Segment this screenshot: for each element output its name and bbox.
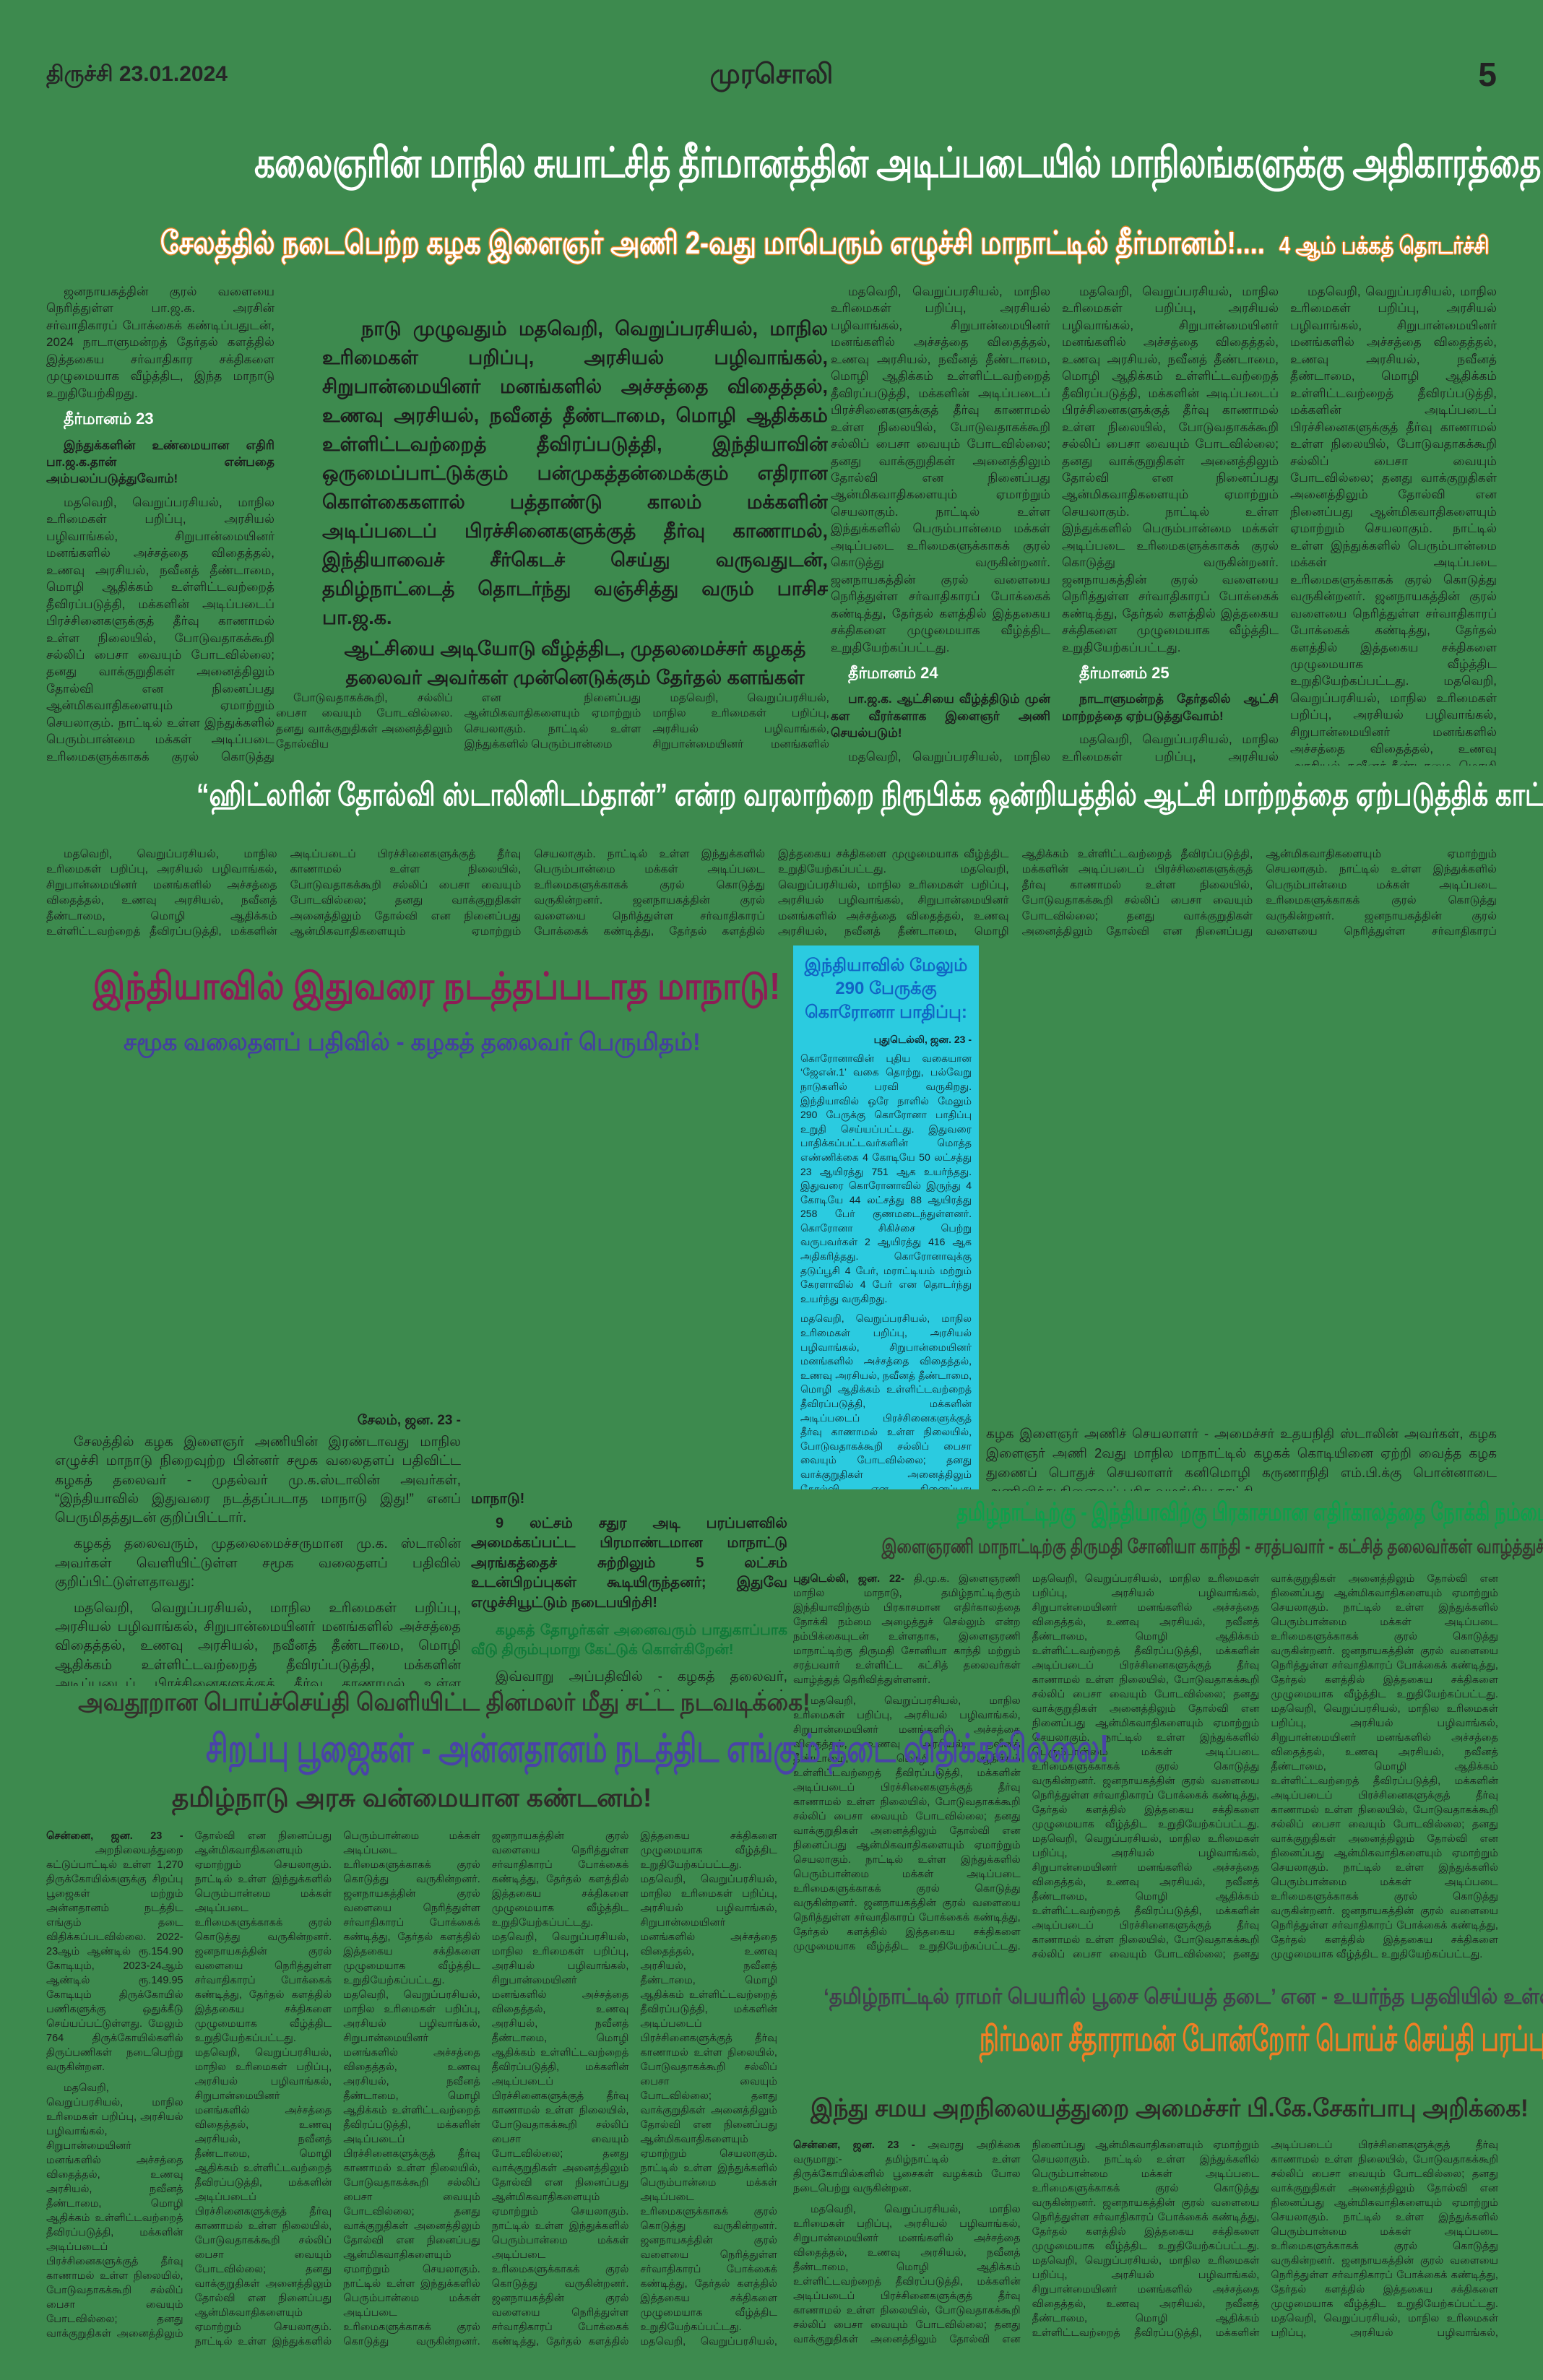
manifesto-paragraph-2: ஆட்சியை அடியோடு வீழ்த்திட, முதலமைச்சர் க… <box>344 638 806 688</box>
resolution-23-lead: இந்துக்களின் உண்மையான எதிரி பா.ஜ.க.தான் … <box>46 438 275 486</box>
sonia-article-columns: புதுடெல்லி, ஜன. 22- தி.மு.க. இளைஞரணி மாந… <box>793 1572 1498 1976</box>
dinamalar-headline-text: சிறப்பு பூஜைகள் - அன்னதானம் நடத்திட எங்க… <box>206 1727 1110 1770</box>
lead-headline: கலைஞரின் மாநில சுயாட்சித் தீர்மானத்தின் … <box>14 139 1543 193</box>
edition-date: திருச்சி 23.01.2024 <box>46 62 228 86</box>
sonia-headline: தமிழ்நாட்டிற்கு - இந்தியாவிற்கு பிரகாசமா… <box>792 1498 1543 1530</box>
sonia-subhead-text: இளைஞரணி மாநாட்டிற்கு திருமதி சோனியா காந்… <box>881 1536 1543 1557</box>
sekarbabu-subhead: இந்து சமய அறநிலையத்துறை அமைச்சர் பி.கே.ச… <box>792 2095 1529 2126</box>
corona-headline: இந்தியாவில் மேலும் 290 பேருக்கு கொரோனா ப… <box>804 956 968 1022</box>
paragraph: மதவெறி, வெறுப்பரசியல், மாநில உரிமைகள் பற… <box>46 495 275 763</box>
paragraph: மதவெறி, வெறுப்பரசியல், மாநில உரிமைகள் பற… <box>831 285 1050 654</box>
sekarbabu-headline: நிர்மலா சீதாராமன் போன்றோர் பொய்ச் செய்தி… <box>785 2020 1543 2064</box>
masthead: முரசொலி <box>709 59 834 90</box>
continuation-word: மாநாடு! <box>471 1491 525 1507</box>
salem-green-appeal: கழகத் தோழர்கள் அனைவரும் பாதுகாப்பாக வீடு… <box>471 1622 787 1658</box>
salem-article: சேலம், ஜன. 23 - சேலத்தில் கழக இளைஞர் அணி… <box>55 1411 461 1686</box>
salem-article-continuation: மாநாடு! 9 லட்சம் சதுர அடி பரப்பளவில் அமை… <box>471 1489 787 1692</box>
salem-subhead-text: சமூக வலைதளப் பதிவில் - கழகத் தலைவர் பெரு… <box>123 1029 701 1056</box>
photo-area-left <box>46 1076 777 1401</box>
photo-area-right <box>986 1011 1497 1416</box>
paragraph: மதவெறி, வெறுப்பரசியல், மாநில உரிமைகள் பற… <box>1062 285 1279 654</box>
top-column-4: மதவெறி, வெறுப்பரசியல், மாநில உரிமைகள் பற… <box>831 283 1050 766</box>
top-column-1: ஜனநாயகத்தின் குரல் வளையை நெரித்துள்ள பா.… <box>46 283 275 766</box>
sekarbabu-article-columns: சென்னை, ஜன. 23 - அவரது அறிக்கை வருமாறு:-… <box>793 2138 1498 2352</box>
dinamalar-subhead: தமிழ்நாடு அரசு வன்மையான கண்டனம்! <box>46 1783 777 1817</box>
photo-caption: கழக இளைஞர் அணிச் செயலாளர் - அமைச்சர் உதய… <box>986 1426 1497 1491</box>
dinamalar-subhead-text: தமிழ்நாடு அரசு வன்மையான கண்டனம்! <box>171 1783 652 1812</box>
sekarbabu-subhead-text: இந்து சமய அறநிலையத்துறை அமைச்சர் பி.கே.ச… <box>811 2095 1529 2122</box>
paragraph: மதவெறி, வெறுப்பரசியல், மாநில உரிமைகள் பற… <box>800 1312 972 1489</box>
paragraph: மதவெறி, வெறுப்பரசியல், மாநில உரிமைகள் பற… <box>652 692 829 751</box>
dinamalar-kicker-text: அவதூறான பொய்ச்செய்தி வெளியிட்ட தினமலர் ம… <box>78 1689 811 1716</box>
salem-dateline: சேலம், ஜன. 23 - <box>357 1413 461 1428</box>
sonia-subhead: இளைஞரணி மாநாட்டிற்கு திருமதி சோனியா காந்… <box>792 1536 1543 1561</box>
manifesto-paragraph-1: நாடு முழுவதும் மதவெறி, வெறுப்பரசியல், மா… <box>322 318 828 628</box>
corona-box: இந்தியாவில் மேலும் 290 பேருக்கு கொரோனா ப… <box>793 945 979 1489</box>
dinamalar-body: அறநிலையத்துறை கட்டுப்பாட்டில் உள்ள 1,270… <box>46 1845 183 2073</box>
sekarbabu-kicker-text: ‘தமிழ்நாட்டில் ராமர் பெயரில் பூசை செய்யத… <box>824 1985 1543 2009</box>
dinamalar-headline: சிறப்பு பூஜைகள் - அன்னதானம் நடத்திட எங்க… <box>30 1726 1109 1777</box>
paragraph: மதவெறி, வெறுப்பரசியல், மாநில உரிமைகள் பற… <box>46 848 1497 938</box>
manifesto-block: நாடு முழுவதும் மதவெறி, வெறுப்பரசியல், மா… <box>322 315 828 688</box>
corona-body: புதுடெல்லி, ஜன. 23 - கொரோனாவின் புதிய வக… <box>800 1033 972 1489</box>
corona-paragraph: கொரோனாவின் புதிய வகையான ‘ஜேஎன்.1’ வகை தொ… <box>800 1052 972 1304</box>
paragraph: மதவெறி, வெறுப்பரசியல், மாநில உரிமைகள் பற… <box>848 749 1050 763</box>
salem-paragraph: கழகத் தலைவரும், முதலைமைச்சருமான மு.க. ஸ்… <box>55 1536 461 1590</box>
paragraph: என நினைப்பது ஆன்மிகவாதிகளையும் ஏமாற்றும்… <box>464 692 641 751</box>
resolution-24-label: தீர்மானம் 24 <box>848 663 938 682</box>
sonia-lead: தி.மு.க. இளைஞரணி மாநில மாநாடு, தமிழ்நாட்… <box>793 1573 1021 1686</box>
paragraph: மதவெறி, வெறுப்பரசியல், மாநில உரிமைகள் பற… <box>1062 732 1279 763</box>
dinamalar-dateline: சென்னை, ஜன. 23 - <box>46 1830 183 1842</box>
sekarbabu-kicker: ‘தமிழ்நாட்டில் ராமர் பெயரில் பூசை செய்யத… <box>792 1985 1543 2012</box>
salem-closing: இவ்வாறு அப்பதிவில் - கழகத் தலைவர், முதல்… <box>471 1669 787 1692</box>
page-number: 5 <box>1478 56 1497 93</box>
page-header: திருச்சி 23.01.2024 முரசொலி 5 <box>46 56 1497 94</box>
salem-headline-text: இந்தியாவில் இதுவரை நடத்தப்படாத மாநாடு! <box>92 966 781 1008</box>
manifesto-under-columns: போடுவதாகக்கூறி, சல்லிப் பைசா வையும் போடவ… <box>276 691 829 764</box>
top-column-6: மதவெறி, வெறுப்பரசியல், மாநில உரிமைகள் பற… <box>1290 283 1497 766</box>
paragraph: ஜனநாயகத்தின் குரல் வளையை நெரித்துள்ள பா.… <box>46 285 275 400</box>
top-column-5: மதவெறி, வெறுப்பரசியல், மாநில உரிமைகள் பற… <box>1062 283 1279 766</box>
paragraph: போடுவதாகக்கூறி, சல்லிப் பைசா வையும் போடவ… <box>276 692 453 751</box>
dinamalar-article-columns: சென்னை, ஜன. 23 - அறநிலையத்துறை கட்டுப்பா… <box>46 1829 777 2352</box>
salem-headline: இந்தியாவில் இதுவரை நடத்தப்படாத மாநாடு! <box>46 965 781 1013</box>
resolution-25-lead: நாடாளுமன்றத் தேர்தலில் ஆட்சி மாற்றத்தை ஏ… <box>1062 692 1279 723</box>
paragraph: மதவெறி, வெறுப்பரசியல், மாநில உரிமைகள் பற… <box>55 1600 461 1686</box>
quote-band-text: “ஹிட்லரின் தோல்வி ஸ்டாலினிடம்தான்” என்ற … <box>196 777 1543 813</box>
sonia-dateline: புதுடெல்லி, ஜன. 22- <box>793 1573 904 1585</box>
corona-dateline: புதுடெல்லி, ஜன. 23 - <box>873 1034 972 1046</box>
sekarbabu-headline-text: நிர்மலா சீதாராமன் போன்றோர் பொய்ச் செய்தி… <box>979 2020 1543 2059</box>
sonia-headline-text: தமிழ்நாட்டிற்கு - இந்தியாவிற்கு பிரகாசமா… <box>956 1498 1543 1526</box>
paragraph: மதவெறி, வெறுப்பரசியல், மாநில உரிமைகள் பற… <box>793 2139 1498 2345</box>
quote-under-columns: மதவெறி, வெறுப்பரசியல், மாநில உரிமைகள் பற… <box>46 847 1497 951</box>
resolution-25-label: தீர்மானம் 25 <box>1079 663 1170 682</box>
paragraph: மதவெறி, வெறுப்பரசியல், மாநில உரிமைகள் பற… <box>1290 285 1497 766</box>
lead-subheadline: சேலத்தில் நடைபெற்ற கழக இளைஞர் அணி 2-வது … <box>14 225 1529 266</box>
paragraph: மதவெறி, வெறுப்பரசியல், மாநில உரிமைகள் பற… <box>46 1830 777 2347</box>
lead-headline-text: கலைஞரின் மாநில சுயாட்சித் தீர்மானத்தின் … <box>254 139 1543 186</box>
continued-from-note: 4 ஆம் பக்கத் தொடர்ச்சி <box>1279 232 1490 259</box>
salem-bold-stat: 9 லட்சம் சதுர அடி பரப்பளவில் அமைக்கப்பட்… <box>471 1515 787 1611</box>
salem-lead-paragraph: சேலத்தில் கழக இளைஞர் அணியின் இரண்டாவது ம… <box>55 1435 461 1526</box>
paragraph: மதவெறி, வெறுப்பரசியல், மாநில உரிமைகள் பற… <box>793 1573 1498 1960</box>
resolution-24-lead: பா.ஜ.க. ஆட்சியை வீழ்த்திடும் முன் கள வீர… <box>831 692 1050 740</box>
lead-subheadline-text: சேலத்தில் நடைபெற்ற கழக இளைஞர் அணி 2-வது … <box>160 225 1490 266</box>
sekarbabu-dateline: சென்னை, ஜன. 23 - <box>793 2139 915 2151</box>
resolution-23-label: தீர்மானம் 23 <box>64 410 154 428</box>
subheadline-main: சேலத்தில் நடைபெற்ற கழக இளைஞர் அணி 2-வது … <box>160 225 1265 261</box>
quote-band: “ஹிட்லரின் தோல்வி ஸ்டாலினிடம்தான்” என்ற … <box>14 777 1543 818</box>
salem-subhead: சமூக வலைதளப் பதிவில் - கழகத் தலைவர் பெரு… <box>46 1029 777 1060</box>
sekarbabu-body: அவரது அறிக்கை வருமாறு:- தமிழ்நாட்டில் உள… <box>793 2139 1021 2194</box>
dinamalar-kicker: அவதூறான பொய்ச்செய்தி வெளியிட்ட தினமலர் ம… <box>46 1689 811 1720</box>
